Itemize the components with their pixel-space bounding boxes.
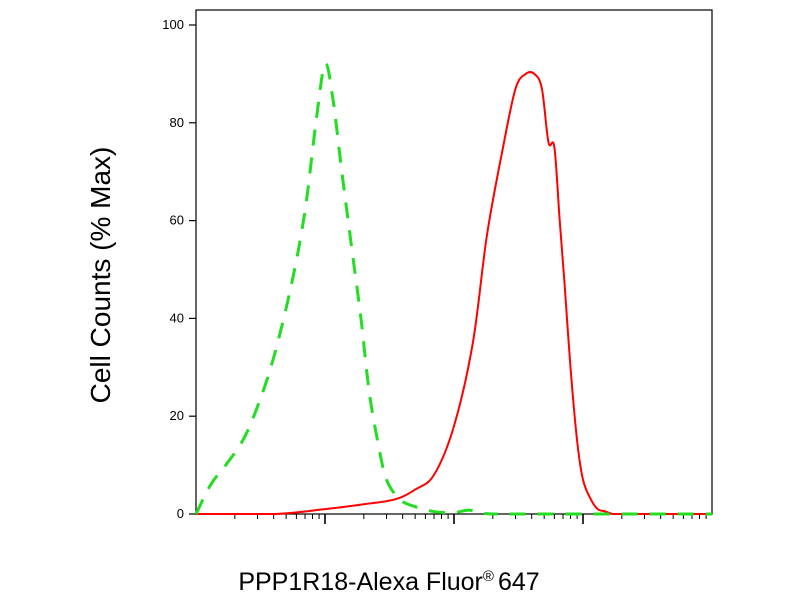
x-axis-title-mark: ® <box>483 568 494 585</box>
x-axis-ticks <box>234 514 707 524</box>
plot-border <box>195 9 713 515</box>
y-tick-label: 40 <box>170 310 184 325</box>
series-line-green-dashed <box>194 62 712 516</box>
y-tick-label: 60 <box>170 213 184 228</box>
y-tick-label: 20 <box>170 408 184 423</box>
plot-frame <box>195 9 713 515</box>
x-axis-title-suffix: 647 <box>498 568 540 596</box>
y-axis-title: Cell Counts (% Max) <box>85 147 116 404</box>
y-tick-label: 100 <box>162 17 184 32</box>
x-axis-title-main: PPP1R18-Alexa Fluor <box>238 568 483 596</box>
series-line-red <box>195 71 712 516</box>
y-tick-label: 80 <box>170 115 184 130</box>
y-axis-ticks: 0 20 40 60 80 100 <box>162 17 196 521</box>
y-tick-label: 0 <box>177 506 184 521</box>
series-layer <box>194 62 712 516</box>
x-axis-title: PPP1R18-Alexa Fluor® 647 <box>238 568 539 596</box>
